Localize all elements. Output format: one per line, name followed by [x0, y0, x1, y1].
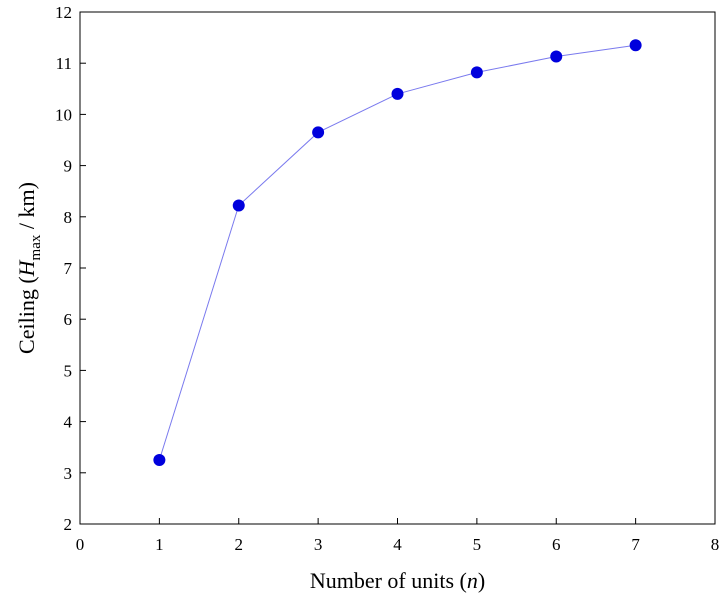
x-tick-label: 3: [314, 535, 323, 554]
data-points: [153, 39, 642, 466]
y-tick-label: 11: [56, 54, 72, 73]
y-tick-label: 4: [64, 413, 73, 432]
x-tick-label: 5: [473, 535, 482, 554]
data-point: [470, 66, 483, 79]
data-point: [629, 39, 642, 52]
y-axis-title-subscript: max: [28, 234, 44, 260]
y-axis-title: Ceiling (Hmax / km): [14, 182, 44, 354]
plot-area-frame: [79, 11, 716, 525]
x-axis-title-suffix: ): [478, 568, 485, 593]
y-tick-label: 3: [64, 464, 73, 483]
x-axis-ticks: 0 1 2 3 4 5 6 7 8: [76, 518, 720, 554]
x-tick-label: 2: [235, 535, 244, 554]
x-tick-label: 6: [552, 535, 561, 554]
y-tick-label: 2: [64, 515, 73, 534]
y-tick-label: 12: [55, 3, 72, 22]
y-tick-label: 9: [64, 157, 73, 176]
x-tick-label: 8: [711, 535, 720, 554]
y-axis-ticks: 2 3 4 5 6 7 8 9 10 11 12: [55, 3, 86, 534]
y-tick-label: 6: [64, 310, 73, 329]
x-axis-title-prefix: Number of units (: [310, 568, 467, 593]
y-tick-label: 5: [64, 361, 73, 380]
x-tick-label: 7: [631, 535, 640, 554]
y-axis-title-variable: H: [14, 259, 39, 277]
x-tick-label: 0: [76, 535, 85, 554]
x-tick-label: 1: [155, 535, 164, 554]
y-axis-title-prefix: Ceiling (: [14, 276, 39, 354]
series-line: [158, 44, 636, 461]
data-point: [391, 87, 404, 100]
x-axis-title-variable: n: [467, 568, 478, 593]
y-tick-label: 7: [64, 259, 73, 278]
data-point: [232, 199, 245, 212]
data-point: [153, 454, 166, 466]
data-point: [312, 126, 325, 139]
x-axis-title: Number of units (n): [310, 568, 485, 593]
x-tick-label: 4: [393, 535, 402, 554]
y-tick-label: 10: [55, 105, 72, 124]
y-tick-label: 8: [64, 208, 73, 227]
y-axis-title-suffix: / km): [14, 182, 39, 235]
data-point: [550, 50, 563, 63]
